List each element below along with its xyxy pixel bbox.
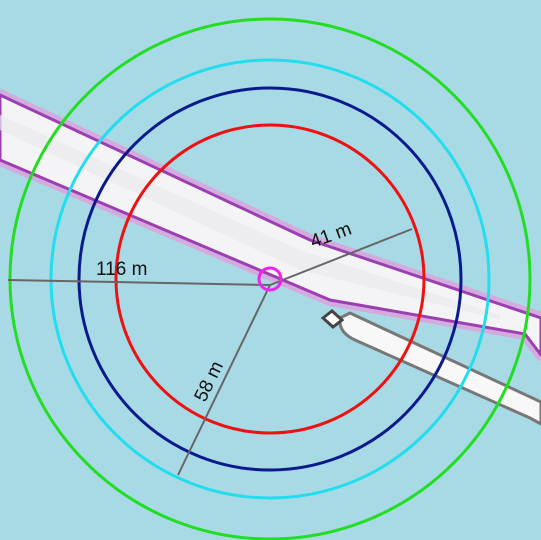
measure-lines — [7, 228, 413, 476]
measure-line-northeast — [269, 228, 413, 286]
range-rings — [8, 17, 532, 540]
position-circle-icon[interactable] — [257, 266, 283, 292]
red-ring — [114, 123, 426, 435]
cyan-ring — [49, 58, 491, 500]
distance-label-west: 116 m — [96, 259, 147, 280]
green-ring — [8, 17, 532, 540]
measure-line-south — [177, 284, 271, 476]
navy-ring — [77, 86, 463, 472]
measure-line-west — [7, 279, 271, 286]
